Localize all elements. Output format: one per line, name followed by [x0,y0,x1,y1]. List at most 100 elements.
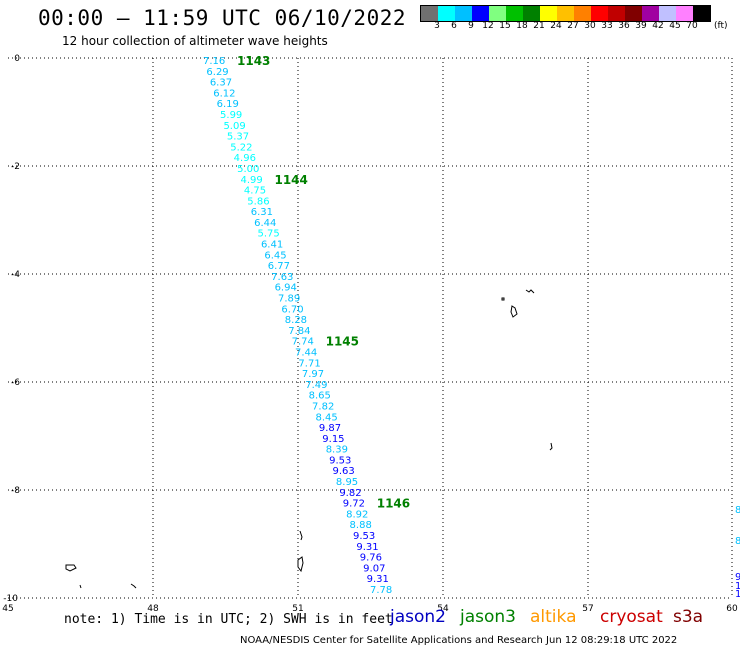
track-wave-height-value: 7.74 [292,337,314,348]
map-title: 00:00 – 11:59 UTC 06/10/2022 [38,6,407,30]
track-wave-height-value: 6.44 [254,218,276,229]
x-tick-label: 54 [437,604,449,614]
legend-tick-label: 21 [533,21,545,31]
pass-number-label: 1146 [377,497,410,511]
track-wave-height-value: 5.86 [247,196,269,207]
track-wave-height-value: 6.45 [264,250,286,261]
track-wave-height-value: 7.78 [370,585,392,596]
track-wave-height-value: 4.99 [240,175,262,186]
edge-wave-height-value: 8 [735,536,740,547]
satellite-legend-entry: cryosat [600,607,663,627]
legend-tick-label: 42 [652,21,664,31]
legend-tick-label: 15 [499,21,511,31]
track-wave-height-value: 9.82 [339,488,361,499]
track-wave-height-value: 8.39 [326,445,348,456]
legend-tick-label: 18 [516,21,528,31]
island-coastline [65,564,77,572]
satellite-legend-entry: altika [530,607,577,627]
track-wave-height-value: 6.37 [210,78,232,89]
legend-swatch [489,6,506,21]
track-wave-height-value: 5.09 [223,121,245,132]
track-wave-height-value: 9.15 [322,434,344,445]
legend-swatch [659,6,676,21]
wave-height-color-legend [420,5,711,22]
y-tick-label: -6 [11,378,20,388]
track-wave-height-value: 7.49 [305,380,327,391]
track-wave-height-value: 5.22 [230,142,252,153]
legend-tick-label: 27 [567,21,579,31]
y-tick-label: -2 [11,162,20,172]
x-tick-label: 48 [147,604,159,614]
y-tick-label: -4 [11,270,20,280]
edge-wave-height-value: 10 [735,589,740,600]
island-coastline [510,305,518,318]
legend-tick-label: 6 [451,21,457,31]
track-wave-height-value: 5.99 [220,110,242,121]
track-wave-height-value: 9.31 [367,574,389,585]
legend-swatch [540,6,557,21]
track-wave-height-value: 6.29 [206,67,228,78]
track-wave-height-value: 7.44 [295,347,317,358]
legend-swatch [574,6,591,21]
footer-note: note: 1) Time is in UTC; 2) SWH is in fe… [64,612,393,627]
track-wave-height-value: 8.28 [285,315,307,326]
track-wave-height-value: 7.89 [278,294,300,305]
track-wave-height-value: 5.75 [258,229,280,240]
pass-number-label: 1143 [237,54,270,68]
pass-number-label: 1144 [274,173,307,187]
island-coastline [525,289,535,294]
legend-tick-label: 39 [635,21,647,31]
edge-wave-height-value: 9 [735,572,740,583]
track-wave-height-value: 8.45 [315,412,337,423]
track-wave-height-value: 6.77 [268,261,290,272]
track-wave-height-value: 6.12 [213,88,235,99]
track-wave-height-value: 7.97 [302,369,324,380]
x-tick-label: 45 [2,604,13,614]
satellite-legend-entry: jason2 [390,607,446,627]
track-wave-height-value: 7.63 [271,272,293,283]
legend-tick-label: 9 [468,21,474,31]
color-legend-unit: (ft) [714,21,728,31]
legend-tick-label: 36 [618,21,630,31]
track-wave-height-value: 8.95 [336,477,358,488]
legend-swatch [693,6,710,21]
track-wave-height-value: 9.72 [343,499,365,510]
map-subtitle: 12 hour collection of altimeter wave hei… [62,34,328,48]
track-wave-height-value: 9.31 [356,542,378,553]
track-wave-height-value: 6.94 [275,283,297,294]
legend-swatch [455,6,472,21]
legend-swatch [591,6,608,21]
legend-tick-label: 3 [434,21,440,31]
legend-swatch [421,6,438,21]
track-wave-height-value: 9.63 [333,466,355,477]
track-wave-height-value: 4.96 [234,153,256,164]
legend-swatch [642,6,659,21]
track-wave-height-value: 8.65 [309,391,331,402]
satellite-legend-entry: jason3 [460,607,516,627]
legend-tick-label: 45 [669,21,681,31]
legend-tick-label: 12 [482,21,494,31]
x-tick-label: 57 [582,604,593,614]
track-wave-height-value: 7.71 [298,358,320,369]
island-coastline [297,556,304,573]
track-wave-height-value: 7.84 [288,326,310,337]
island-coastline [130,583,137,589]
track-wave-height-value: 6.19 [217,99,239,110]
track-wave-height-value: 7.16 [203,56,225,67]
track-wave-height-value: 8.88 [350,520,372,531]
legend-swatch [625,6,642,21]
legend-swatch [438,6,455,21]
track-wave-height-value: 6.31 [251,207,273,218]
track-wave-height-value: 5.00 [237,164,259,175]
track-wave-height-value: 4.75 [244,186,266,197]
island-coastline [549,442,553,451]
island-coastline [299,530,303,541]
x-tick-label: 51 [292,604,303,614]
legend-swatch [472,6,489,21]
legend-swatch [523,6,540,21]
track-wave-height-value: 9.76 [360,553,382,564]
track-wave-height-value: 6.70 [281,304,303,315]
legend-tick-label: 33 [601,21,613,31]
